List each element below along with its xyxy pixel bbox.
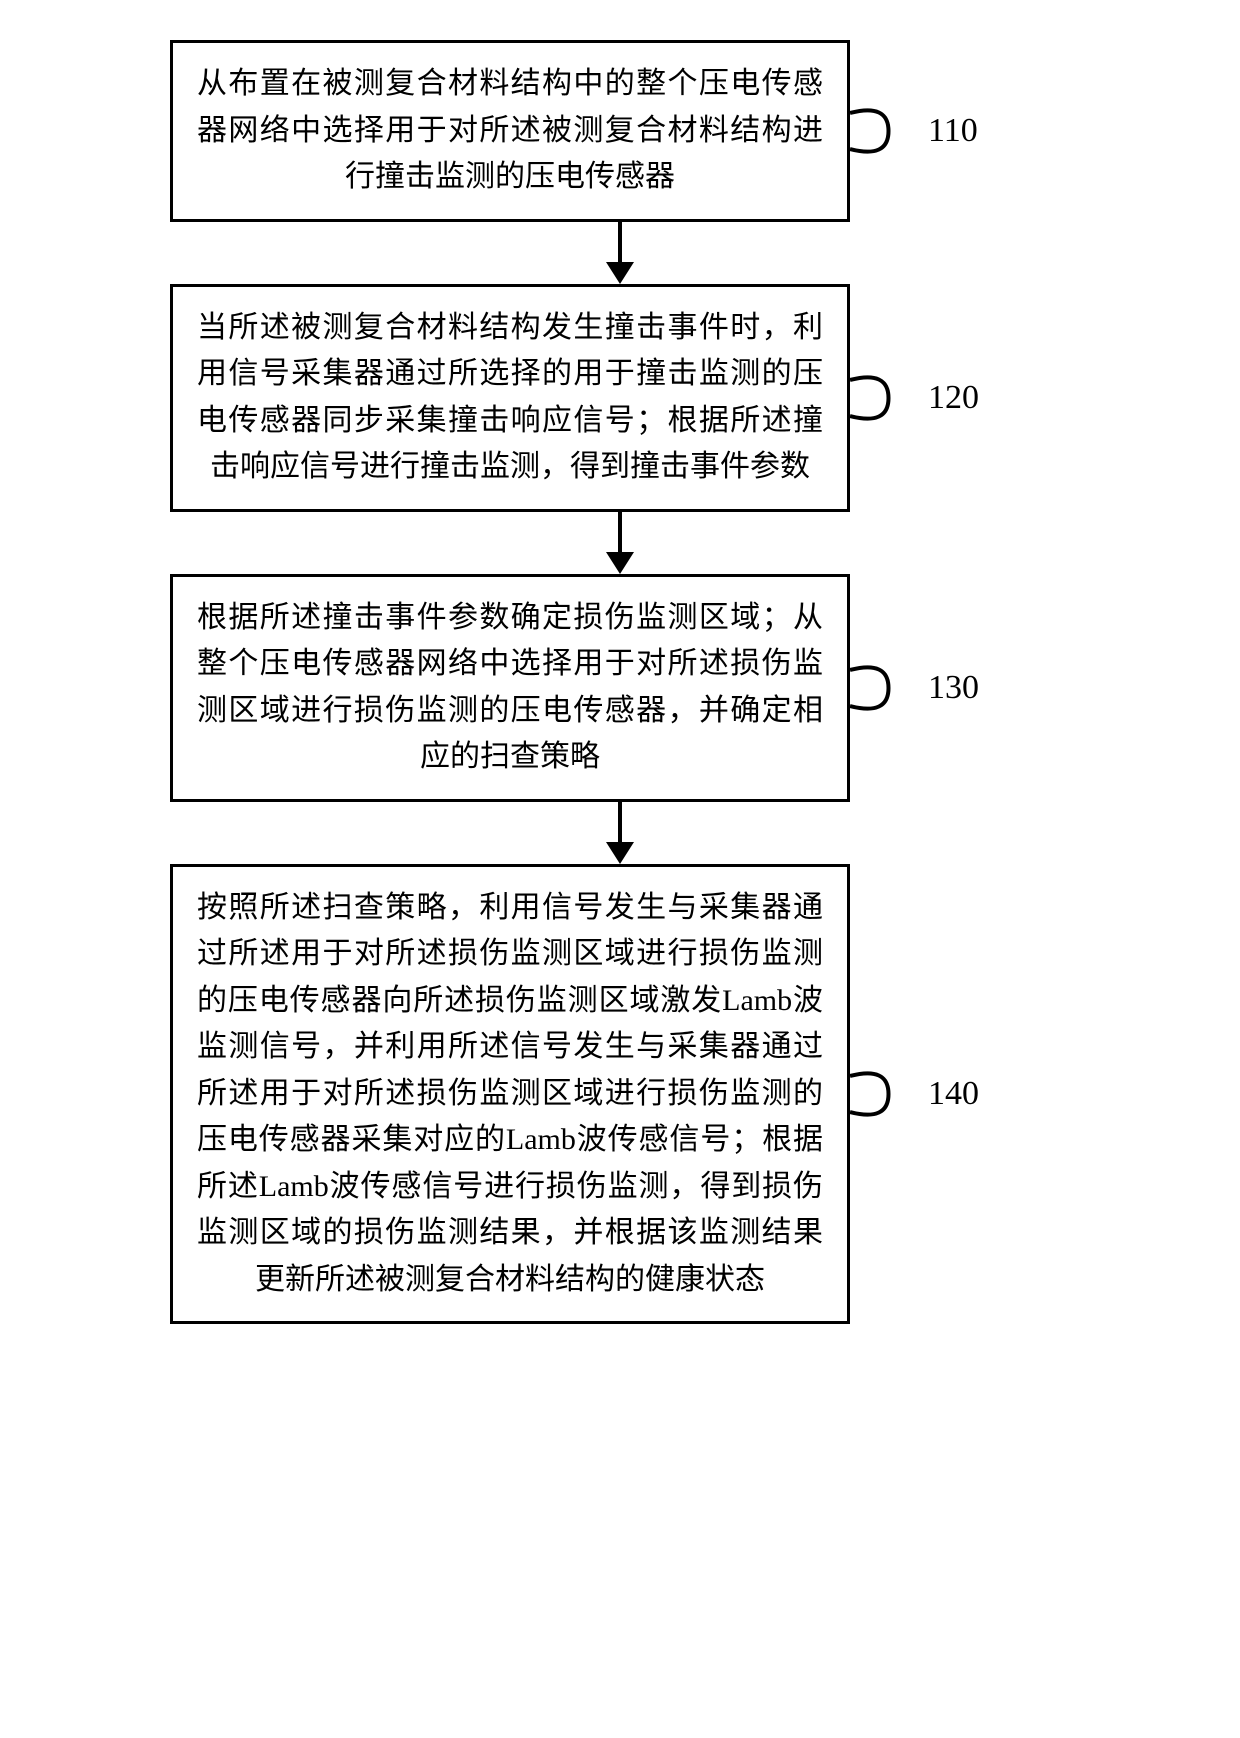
step-130-label: 130 xyxy=(928,669,979,707)
flow-arrow xyxy=(280,222,960,284)
step-130-connector: 130 xyxy=(850,643,979,733)
flow-step-row: 根据所述撞击事件参数确定损伤监测区域；从整个压电传感器网络中选择用于对所述损伤监… xyxy=(170,574,1070,802)
flow-step-row: 当所述被测复合材料结构发生撞击事件时，利用信号采集器通过所选择的用于撞击监测的压… xyxy=(170,284,1070,512)
step-140-connector: 140 xyxy=(850,1049,979,1139)
step-140-label: 140 xyxy=(928,1075,979,1113)
step-120-label: 120 xyxy=(928,379,979,417)
step-110-connector: 110 xyxy=(850,86,978,176)
arrow-down-icon xyxy=(600,222,640,284)
arrow-down-icon xyxy=(600,512,640,574)
arrow-down-icon xyxy=(600,802,640,864)
flow-arrow xyxy=(280,512,960,574)
flowchart-container: 从布置在被测复合材料结构中的整个压电传感器网络中选择用于对所述被测复合材料结构进… xyxy=(170,40,1070,1324)
flow-arrow xyxy=(280,802,960,864)
step-140-box: 按照所述扫查策略，利用信号发生与采集器通过所述用于对所述损伤监测区域进行损伤监测… xyxy=(170,864,850,1325)
step-120-connector: 120 xyxy=(850,353,979,443)
step-110-box: 从布置在被测复合材料结构中的整个压电传感器网络中选择用于对所述被测复合材料结构进… xyxy=(170,40,850,222)
step-110-label: 110 xyxy=(928,112,978,150)
flow-step-row: 按照所述扫查策略，利用信号发生与采集器通过所述用于对所述损伤监测区域进行损伤监测… xyxy=(170,864,1070,1325)
flow-step-row: 从布置在被测复合材料结构中的整个压电传感器网络中选择用于对所述被测复合材料结构进… xyxy=(170,40,1070,222)
step-130-box: 根据所述撞击事件参数确定损伤监测区域；从整个压电传感器网络中选择用于对所述损伤监… xyxy=(170,574,850,802)
step-120-box: 当所述被测复合材料结构发生撞击事件时，利用信号采集器通过所选择的用于撞击监测的压… xyxy=(170,284,850,512)
